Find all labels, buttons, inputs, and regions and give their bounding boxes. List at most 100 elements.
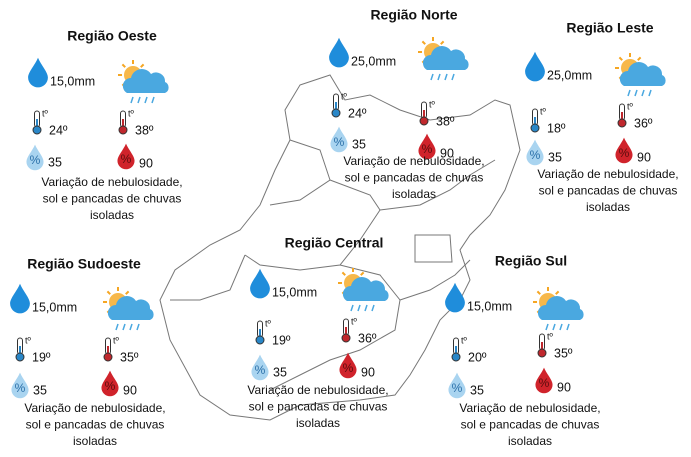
rain-streak xyxy=(137,96,141,104)
sun-ray xyxy=(421,40,426,45)
forecast-description: isoladas xyxy=(90,208,134,222)
rain-streak xyxy=(437,73,441,81)
humidity-icon xyxy=(26,144,44,171)
forecast-description: Variação de nebulosidade, xyxy=(537,167,678,181)
forecast-description: sol e pancadas de chuvas xyxy=(539,184,678,198)
rain-streak xyxy=(552,323,556,331)
rain-streak xyxy=(357,304,361,312)
humidity-symbol: % xyxy=(334,135,345,149)
temp-min: 20º xyxy=(468,350,487,364)
temp-min: 24º xyxy=(49,123,68,137)
rain-streak xyxy=(641,89,645,97)
forecast-description: isoladas xyxy=(73,434,117,448)
temp-min: 19º xyxy=(32,350,51,364)
rain-streak xyxy=(566,323,570,331)
temp-symbol: tº xyxy=(341,91,348,101)
forecast-description: Variação de nebulosidade, xyxy=(24,401,165,415)
humidity-symbol: % xyxy=(343,361,354,375)
cloud xyxy=(422,46,469,70)
temp-symbol: tº xyxy=(25,335,32,345)
humidity-symbol: % xyxy=(619,146,630,160)
humidity-min: 35 xyxy=(48,155,62,169)
rain-streak xyxy=(430,73,434,81)
humidity-icon xyxy=(251,354,269,381)
humidity-min: 35 xyxy=(548,150,562,164)
rain-streak xyxy=(648,89,652,97)
sun-ray xyxy=(125,290,130,295)
humidity-icon xyxy=(11,372,29,399)
forecast-description: isoladas xyxy=(586,200,630,214)
sun-ray xyxy=(536,290,541,295)
sun-ray xyxy=(341,271,346,276)
humidity-max: 90 xyxy=(123,383,137,397)
rain-icon xyxy=(10,283,30,314)
weather-icon xyxy=(103,287,154,331)
thermometer-bulb xyxy=(419,116,429,126)
forecast-description: isoladas xyxy=(296,416,340,430)
rain-streak xyxy=(627,89,631,97)
sun-ray xyxy=(360,271,365,276)
humidity-symbol: % xyxy=(530,148,541,162)
temp-symbol: tº xyxy=(429,99,436,109)
weather-icon xyxy=(118,60,169,104)
humidity-icon xyxy=(101,370,119,397)
rain-streak xyxy=(371,304,375,312)
temp-symbol: tº xyxy=(627,101,634,111)
rain-streak xyxy=(129,323,133,331)
thermometer-bulb xyxy=(530,123,540,133)
humidity-icon xyxy=(330,126,348,153)
temp-min: 19º xyxy=(272,333,291,347)
temp-symbol: tº xyxy=(351,316,358,326)
temp-max: 36º xyxy=(634,116,653,130)
thermometer-fill xyxy=(541,342,543,351)
forecast-description: sol e pancadas de chuvas xyxy=(43,192,182,206)
humidity-symbol: % xyxy=(105,379,116,393)
humidity-icon xyxy=(339,352,357,379)
cloud xyxy=(107,296,154,320)
forecast-description: isoladas xyxy=(508,434,552,448)
cloud xyxy=(537,296,584,320)
forecast-description: isoladas xyxy=(392,187,436,201)
humidity-min: 35 xyxy=(352,137,366,151)
humidity-icon xyxy=(615,137,633,164)
rain-streak xyxy=(144,96,148,104)
cloud xyxy=(619,62,666,86)
region-title: Região Norte xyxy=(370,7,457,23)
thermometer-bulb xyxy=(255,335,265,345)
rain-streak xyxy=(634,89,638,97)
forecast-description: Variação de nebulosidade, xyxy=(41,175,182,189)
sun-ray xyxy=(440,40,445,45)
temp-min: 18º xyxy=(547,121,566,135)
sun-ray xyxy=(555,290,560,295)
thermometer-fill xyxy=(455,346,457,355)
rain-amount: 15,0mm xyxy=(32,300,77,314)
thermometer-fill xyxy=(621,112,623,121)
thermometer-bulb xyxy=(537,348,547,358)
state-outline xyxy=(159,74,521,421)
thermometer-bulb xyxy=(103,352,113,362)
temp-max: 36º xyxy=(358,331,377,345)
humidity-symbol: % xyxy=(452,381,463,395)
humidity-min: 35 xyxy=(273,365,287,379)
humidity-icon xyxy=(117,143,135,170)
thermometer-fill xyxy=(534,117,536,126)
forecast-description: Variação de nebulosidade, xyxy=(459,401,600,415)
humidity-symbol: % xyxy=(255,363,266,377)
humidity-icon xyxy=(418,133,436,160)
temp-symbol: tº xyxy=(265,318,272,328)
region-title: Região Central xyxy=(285,235,384,251)
cloud xyxy=(342,277,389,301)
thermometer-fill xyxy=(19,346,21,355)
thermometer-bulb xyxy=(451,352,461,362)
temp-symbol: tº xyxy=(128,108,135,118)
weather-icon xyxy=(338,268,389,312)
thermometer-fill xyxy=(122,119,124,128)
rain-icon xyxy=(445,282,465,313)
cloud xyxy=(122,69,169,93)
rain-icon xyxy=(525,51,545,82)
thermometer-bulb xyxy=(331,108,341,118)
rain-icon xyxy=(28,57,48,88)
humidity-icon xyxy=(448,372,466,399)
temp-symbol: tº xyxy=(113,335,120,345)
region-title: Região Sul xyxy=(495,253,567,269)
